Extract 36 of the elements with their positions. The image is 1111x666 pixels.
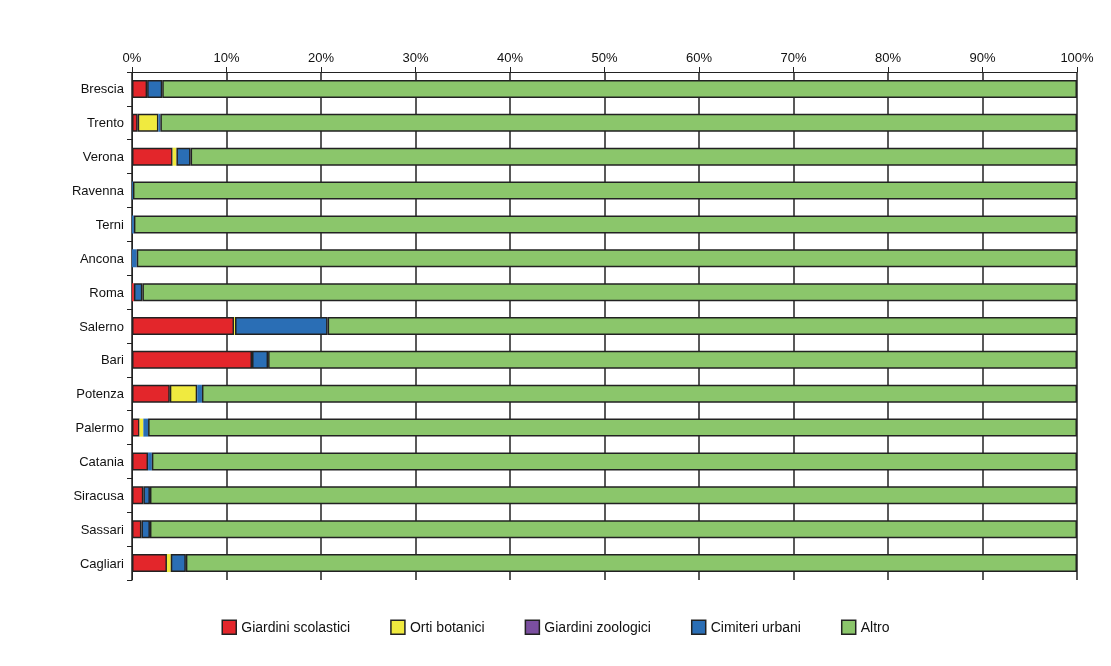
y-tick-label: Ravenna <box>71 183 125 199</box>
legend-label: Giardini zoologici <box>544 619 651 636</box>
legend-label: Altro <box>860 619 890 636</box>
bar <box>197 384 202 403</box>
y-tick-label: Siracusa <box>73 487 125 503</box>
x-tick-label: 60% <box>685 50 713 65</box>
y-tick-label: Terni <box>95 216 125 232</box>
y-tick-label: Ancona <box>79 250 125 266</box>
bar <box>132 249 137 268</box>
legend-label: Giardini scolastici <box>241 619 351 636</box>
x-tick-label: 40% <box>496 50 524 65</box>
y-tick-label: Potenza <box>76 386 125 402</box>
x-tick-label: 10% <box>213 50 240 65</box>
y-tick-label: Roma <box>89 284 125 300</box>
y-tick-label: Brescia <box>80 81 125 97</box>
x-tick-label: 30% <box>402 50 429 65</box>
y-tick-label: Catania <box>79 453 125 469</box>
legend-label: Cimiteri urbani <box>710 619 801 636</box>
x-tick-label: 100% <box>1060 50 1095 65</box>
x-tick-label: 50% <box>591 50 618 65</box>
bar <box>166 554 171 573</box>
x-tick-label: 20% <box>307 50 335 65</box>
x-tick-label: 0% <box>122 50 142 65</box>
y-tick-label: Sassari <box>80 521 125 537</box>
bar <box>148 452 152 471</box>
y-tick-label: Trento <box>86 115 124 131</box>
y-tick-label: Bari <box>100 352 125 368</box>
x-tick-label: 70% <box>780 50 807 65</box>
y-tick-label: Palermo <box>75 420 124 436</box>
y-tick-label: Verona <box>82 149 125 165</box>
x-tick-label: 80% <box>874 50 902 65</box>
bar <box>143 418 149 437</box>
y-tick-label: Cagliari <box>79 555 125 571</box>
y-tick-label: Salerno <box>79 318 124 334</box>
x-tick-label: 90% <box>969 50 996 65</box>
legend-label: Orti botanici <box>409 619 485 636</box>
